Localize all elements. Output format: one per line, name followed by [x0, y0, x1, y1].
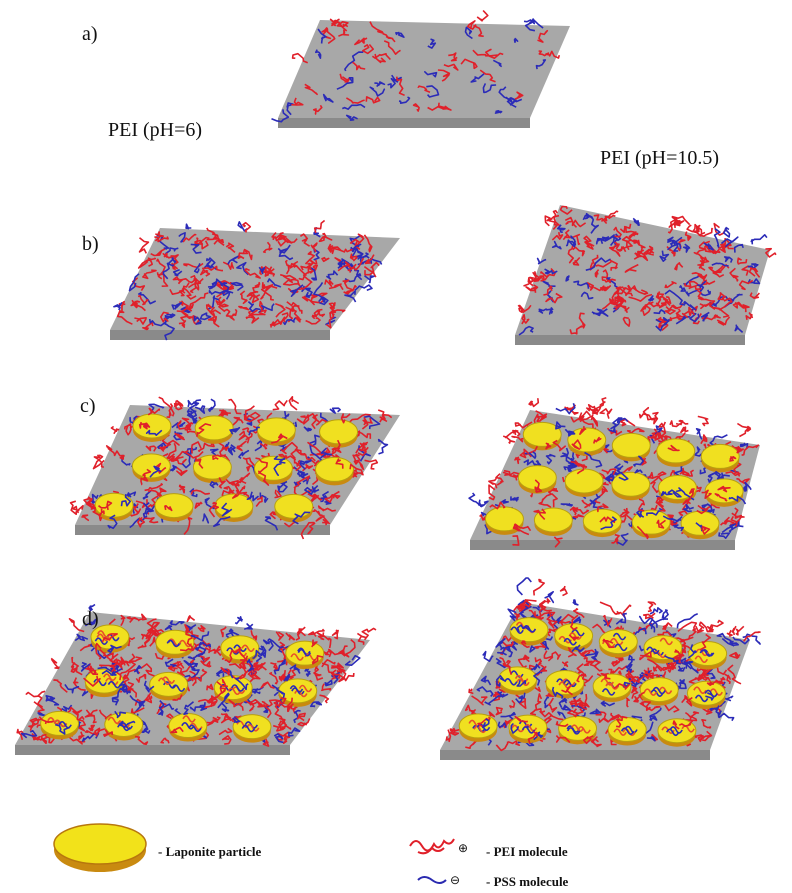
- diagram: a) b) c) d) PEI (pH=6) PEI (pH=10.5) - L…: [0, 0, 792, 893]
- pss-chain: [662, 610, 668, 619]
- laponite-particle: [681, 511, 719, 535]
- substrate-side: [278, 118, 530, 128]
- pei-chain: [728, 631, 733, 637]
- pei-chain: [26, 691, 45, 696]
- pei-chain: [600, 602, 619, 614]
- pei-chain: [529, 398, 538, 406]
- charge-symbol: ⊖: [450, 873, 460, 887]
- pei-chain: [644, 613, 655, 618]
- pei-chain: [561, 586, 567, 596]
- pei-chain: [478, 11, 488, 22]
- laponite-particle: [132, 454, 170, 478]
- substrate-side: [440, 750, 710, 760]
- pss-chain: [235, 617, 243, 624]
- laponite-particle: [612, 433, 650, 457]
- condition-label: PEI (pH=6): [108, 119, 202, 141]
- panel-label: d): [82, 608, 99, 630]
- pei-chain: [187, 616, 195, 622]
- pss-chain: [751, 235, 767, 245]
- charge-symbol: ⊕: [458, 841, 468, 855]
- pss-chain: [495, 111, 501, 113]
- pss-chain: [330, 408, 340, 413]
- laponite-particle: [612, 472, 650, 496]
- laponite-particle: [534, 508, 572, 532]
- pei-chain: [362, 628, 376, 639]
- pei-chain: [710, 621, 723, 631]
- pei-chain: [289, 397, 298, 410]
- pei-chain: [273, 400, 288, 409]
- legend-label: - Laponite particle: [158, 844, 261, 859]
- panel-label: b): [82, 233, 99, 255]
- substrate-side: [110, 330, 330, 340]
- legend: - Laponite particle ⊕ - PEI molecule ⊖ -…: [54, 824, 569, 889]
- pei-chain: [737, 424, 750, 430]
- pei-chain: [698, 416, 708, 426]
- laponite-particle: [518, 466, 556, 490]
- laponite-particle: [315, 457, 353, 481]
- laponite-particle: [565, 469, 603, 493]
- substrate-side: [75, 525, 330, 535]
- pei-icon: [418, 848, 444, 853]
- laponite-particle: [687, 681, 725, 705]
- pss-icon: [418, 877, 446, 883]
- pss-chain: [517, 578, 531, 595]
- pei-chain: [315, 221, 325, 234]
- panel-label: c): [80, 395, 96, 417]
- pei-chain: [534, 580, 544, 596]
- pei-chain: [51, 658, 59, 668]
- substrate-side: [470, 540, 735, 550]
- pss-chain: [245, 624, 253, 629]
- laponite-particle: [499, 667, 537, 691]
- pei-chain: [736, 626, 744, 635]
- laponite-particle: [155, 494, 193, 518]
- panel-label: a): [82, 23, 98, 45]
- pss-chain: [186, 224, 191, 229]
- laponite-particle: [257, 418, 295, 442]
- pei-chain: [140, 238, 149, 254]
- pss-chain: [724, 227, 730, 237]
- substrate-side: [15, 745, 290, 755]
- pss-chain: [573, 600, 578, 605]
- pei-chain: [681, 427, 689, 432]
- laponite-icon: [54, 824, 146, 864]
- laponite-particle: [275, 494, 313, 518]
- condition-label: PEI (pH=10.5): [600, 147, 719, 169]
- pei-chain: [513, 431, 518, 436]
- pei-chain: [600, 409, 611, 419]
- pei-chain: [687, 224, 695, 232]
- substrate-side: [515, 335, 745, 345]
- legend-label: - PEI molecule: [486, 844, 568, 859]
- legend-label: - PSS molecule: [486, 874, 569, 889]
